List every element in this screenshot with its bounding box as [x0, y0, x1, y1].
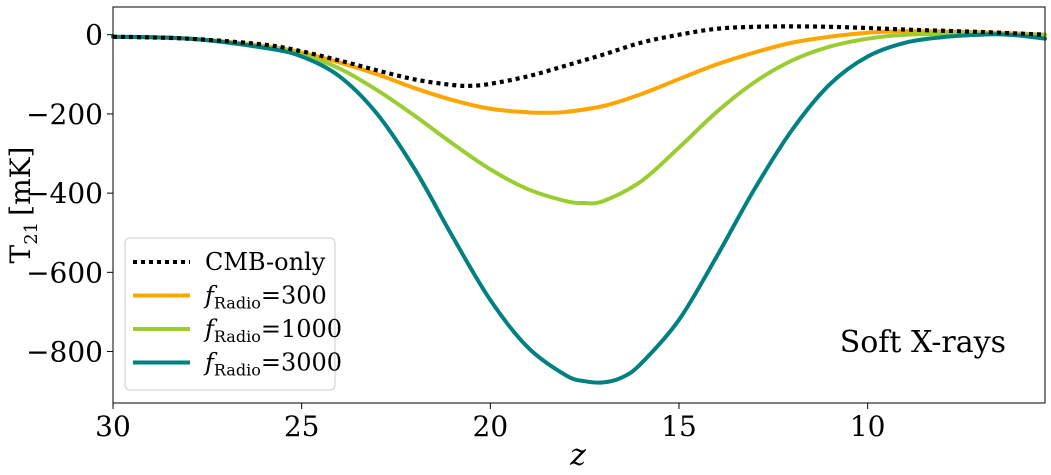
- plot-frame: [112, 6, 1046, 404]
- y-axis-label-unit: [mK]: [4, 147, 37, 216]
- x-tick-label: 15: [661, 410, 697, 443]
- y-tick-label: −800: [26, 336, 103, 369]
- x-tick-label: 10: [850, 410, 886, 443]
- y-tick-label: −200: [26, 98, 103, 131]
- x-tick-label: 30: [95, 410, 131, 443]
- y-tick-label: 0: [85, 19, 103, 52]
- series-line-fradio-3000: [111, 32, 1047, 385]
- series-line-fradio-1000: [111, 31, 1047, 206]
- x-tick-label: 25: [284, 410, 320, 443]
- y-axis-label: T21 [mK]: [4, 147, 42, 264]
- series-layer: [111, 24, 1047, 385]
- series-line-cmb-only: [112, 24, 1046, 89]
- x-axis-label: z: [569, 438, 586, 473]
- y-axis: 0 −200 −400 −600 −800: [26, 19, 113, 369]
- y-tick-label: −600: [26, 256, 103, 289]
- y-axis-label-sub: 21: [21, 222, 42, 245]
- y-axis-label-main: T: [4, 244, 37, 263]
- soft-xrays-annotation: Soft X-rays: [840, 325, 1006, 360]
- legend-label: CMB-only: [205, 248, 326, 276]
- y-tick-label: −400: [26, 177, 103, 210]
- legend-box: [124, 237, 336, 391]
- x-tick-label: 20: [473, 410, 509, 443]
- x-axis: 30 25 20 15 10: [95, 403, 885, 443]
